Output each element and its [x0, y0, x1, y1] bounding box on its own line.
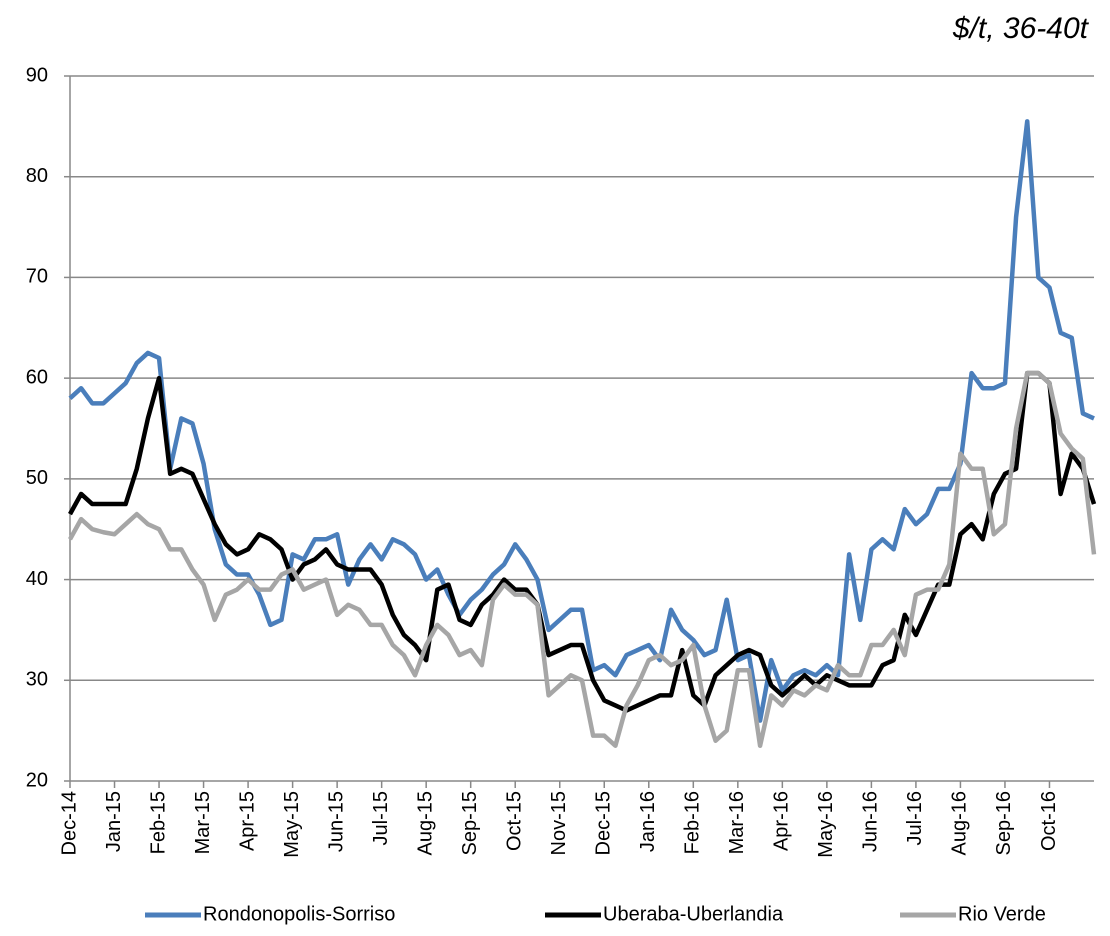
x-tick-label: Jul-16: [904, 791, 926, 845]
x-tick-label: Dec-14: [58, 791, 80, 855]
x-tick-label: Apr-16: [771, 791, 793, 851]
x-tick-label: May-15: [281, 791, 303, 858]
y-tick-label: 20: [26, 769, 48, 791]
series-line: [68, 370, 1097, 713]
y-tick-label: 90: [26, 64, 48, 86]
y-tick-label: 50: [26, 467, 48, 489]
x-tick-label: Aug-15: [414, 791, 436, 856]
x-tick-label: Mar-16: [726, 791, 748, 854]
series-line: [68, 370, 1097, 748]
x-tick-label: May-16: [815, 791, 837, 858]
legend-label: Rio Verde: [958, 903, 1046, 925]
annotation: $/t, 36-40t: [952, 12, 1090, 45]
y-tick-label: 80: [26, 165, 48, 187]
x-tick-label: Feb-16: [682, 791, 704, 854]
x-tick-label: Aug-16: [949, 791, 971, 856]
legend-label: Uberaba-Uberlandia: [603, 903, 784, 925]
x-tick-label: Jun-16: [860, 791, 882, 852]
legend-label: Rondonopolis-Sorriso: [203, 903, 395, 925]
x-tick-label: Mar-15: [192, 791, 214, 854]
x-tick-label: Nov-15: [548, 791, 570, 855]
x-tick-label: Oct-16: [1038, 791, 1060, 851]
y-tick-label: 60: [26, 366, 48, 388]
x-tick-label: Jun-15: [325, 791, 347, 852]
x-tick-label: Feb-15: [147, 791, 169, 854]
y-tick-label: 30: [26, 669, 48, 691]
x-tick-label: Jan-16: [637, 791, 659, 852]
x-tick-label: Oct-15: [503, 791, 525, 851]
x-tick-label: Apr-15: [236, 791, 258, 851]
x-tick-label: Jan-15: [103, 791, 125, 852]
x-tick-label: Sep-15: [459, 791, 481, 856]
series-line: [68, 119, 1095, 723]
y-tick-label: 70: [26, 266, 48, 288]
x-tick-label: Jul-15: [370, 791, 392, 845]
x-tick-label: Dec-15: [593, 791, 615, 855]
y-tick-label: 40: [26, 568, 48, 590]
x-tick-label: Sep-16: [993, 791, 1015, 856]
